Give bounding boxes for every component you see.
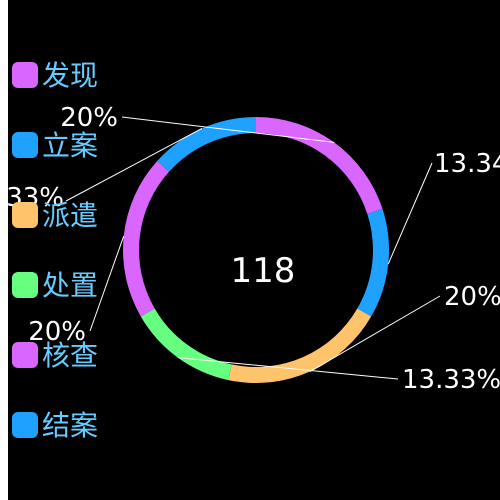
donut-slice-5 — [123, 160, 170, 317]
legend-item-1[interactable]: 发现 — [12, 59, 98, 92]
donut-chart: 20%13.34%20%13.33%20%13.33% 118 发现立案派遣处置… — [8, 59, 500, 442]
legend-item-2[interactable]: 立案 — [12, 129, 98, 162]
legend-item-6[interactable]: 结案 — [12, 409, 98, 442]
legend-label: 派遣 — [42, 199, 98, 232]
leader-line-5 — [89, 235, 125, 332]
donut-slice-6 — [157, 117, 256, 172]
percent-label-5: 20% — [28, 317, 86, 347]
legend-label: 结案 — [42, 409, 98, 442]
donut-slice-2 — [357, 208, 390, 317]
legend-item-4[interactable]: 处置 — [12, 269, 98, 302]
percent-label-1: 20% — [60, 103, 118, 133]
legend-swatch — [12, 62, 38, 88]
legend-label: 核查 — [42, 339, 98, 372]
legend-item-5[interactable]: 核查 — [12, 339, 98, 372]
percent-label-2: 13.34% — [434, 149, 500, 179]
percent-label-4: 13.33% — [402, 365, 500, 395]
leader-line-2 — [387, 162, 433, 265]
legend-swatch — [12, 132, 38, 158]
percent-label-3: 20% — [444, 282, 500, 312]
legend-swatch — [12, 412, 38, 438]
legend-label: 处置 — [42, 269, 98, 302]
legend-item-3[interactable]: 派遣 — [12, 199, 98, 232]
leader-line-3 — [309, 295, 441, 372]
chart-leader-lines — [65, 116, 441, 380]
legend-label: 立案 — [42, 129, 98, 162]
legend-label: 发现 — [42, 59, 98, 92]
chart-percent-labels: 20%13.34%20%13.33%20%13.33% — [8, 103, 500, 395]
center-total-label: 118 — [231, 251, 296, 291]
leader-line-4 — [177, 357, 399, 380]
donut-slice-4 — [140, 308, 232, 381]
legend-swatch — [12, 272, 38, 298]
donut-slice-3 — [228, 308, 372, 383]
legend-swatch — [12, 202, 38, 228]
donut-slice-1 — [256, 117, 383, 214]
leader-line-1 — [121, 116, 335, 143]
leader-line-6 — [65, 128, 203, 202]
chart-area: 20%13.34%20%13.33%20%13.33% 118 发现立案派遣处置… — [8, 0, 500, 500]
chart-arcs — [123, 117, 390, 383]
legend-swatch — [12, 342, 38, 368]
